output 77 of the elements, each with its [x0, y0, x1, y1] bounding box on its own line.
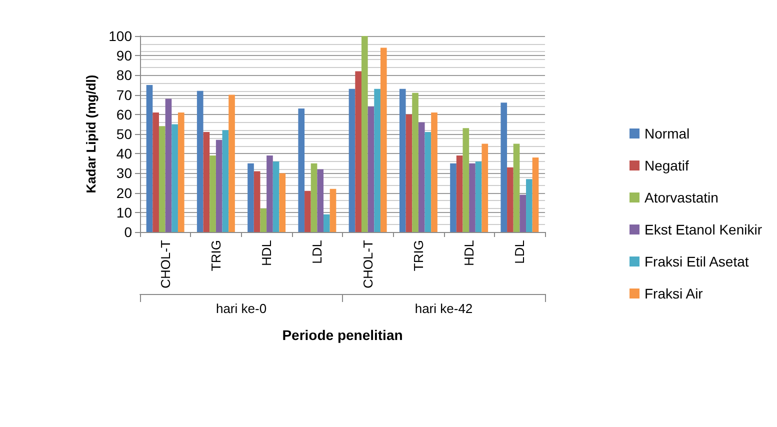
bar: [475, 161, 482, 232]
bar: [152, 112, 159, 232]
y-tick-label: 50: [116, 126, 132, 142]
bar: [203, 132, 210, 232]
y-tick-label: 0: [124, 224, 132, 240]
bar: [456, 156, 463, 232]
bar: [469, 163, 476, 232]
bar: [260, 208, 267, 232]
bar: [462, 128, 470, 232]
y-tick-label: 30: [116, 165, 132, 182]
x-tick-label: LDL: [310, 240, 325, 264]
bar: [222, 130, 229, 232]
bar: [272, 161, 280, 232]
legend-label: Atorvastatin: [644, 190, 718, 206]
y-tick-label: 90: [116, 48, 132, 64]
x-tick-label: CHOL-T: [158, 240, 173, 288]
y-tick-label: 60: [116, 106, 132, 122]
text: hari ke-0: [216, 301, 267, 316]
legend-label: Fraksi Air: [644, 286, 704, 302]
x-tick-label: LDL: [512, 240, 528, 264]
bar: [412, 92, 418, 232]
y-tick-label: 40: [116, 146, 132, 162]
bar: [298, 108, 305, 232]
y-tick-label: 20: [116, 184, 132, 201]
bar: [424, 132, 432, 232]
bar: [324, 214, 330, 232]
x-tick-label: HDL: [259, 240, 274, 266]
bar: [317, 169, 324, 232]
y-tick-label: 100: [108, 28, 132, 44]
bar: [348, 88, 356, 232]
bar: [374, 88, 380, 232]
x-tick-label: HDL: [462, 240, 477, 266]
x-tick-label: TRIG: [208, 240, 224, 272]
bar: [310, 163, 318, 232]
bar: [520, 194, 526, 232]
bar: [266, 156, 273, 232]
bar: [146, 85, 153, 232]
legend-label: Ekst Etanol Kenikir: [644, 222, 762, 238]
bar: [513, 144, 520, 232]
y-tick-label: 10: [116, 204, 132, 220]
bar: [532, 158, 539, 232]
x-tick-label: TRIG: [410, 240, 426, 272]
bar: [279, 173, 286, 232]
bar: [216, 140, 222, 232]
bar: [178, 112, 184, 232]
bar: [330, 188, 336, 232]
bar: [500, 102, 508, 232]
bar: [368, 106, 374, 232]
y-tick-label: 80: [116, 67, 132, 84]
y-tick-label: 70: [116, 86, 132, 103]
bar: [210, 156, 216, 232]
bar: [228, 94, 235, 232]
bar: [254, 171, 260, 232]
bar: [380, 48, 387, 232]
bar: [418, 122, 425, 232]
bar: [450, 163, 456, 232]
bar: [304, 190, 311, 232]
x-axis-title: Periode penelitian: [282, 327, 403, 343]
x-tick-label: CHOL-T: [360, 240, 376, 288]
bar: [248, 163, 254, 232]
legend-label: Normal: [644, 126, 690, 142]
bar: [172, 124, 178, 232]
bar: [196, 90, 204, 232]
bar: [406, 114, 412, 232]
bar: [399, 88, 406, 232]
bar: [355, 71, 362, 232]
bar: [158, 126, 166, 232]
text: hari ke-42: [414, 301, 473, 316]
bar: [431, 112, 438, 232]
bar: [507, 167, 514, 232]
y-axis-title: Kadar Lipid (mg/dl): [84, 74, 99, 194]
bar: [361, 36, 368, 232]
bar: [482, 144, 488, 232]
bar: [165, 98, 172, 232]
legend-label: Fraksi Etil Asetat: [644, 254, 749, 270]
legend-label: Negatif: [644, 158, 689, 174]
bar: [526, 179, 532, 232]
